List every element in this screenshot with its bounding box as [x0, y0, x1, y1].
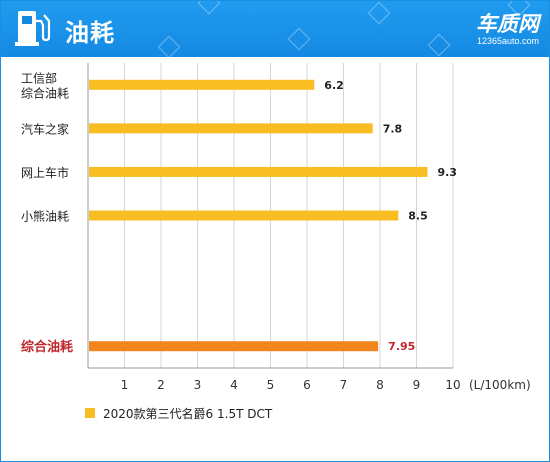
- category-label: 综合油耗: [21, 85, 69, 100]
- x-tick-label: 5: [267, 378, 275, 392]
- brand-url: 12365auto.com: [476, 36, 539, 46]
- decor-diamond: [157, 35, 181, 57]
- legend-swatch: [85, 408, 95, 418]
- x-tick-label: 2: [157, 378, 165, 392]
- legend-label: 2020款第三代名爵6 1.5T DCT: [103, 406, 273, 421]
- data-bar: [89, 341, 379, 352]
- decor-diamond: [427, 33, 451, 57]
- x-tick-label: 8: [376, 378, 384, 392]
- decor-diamond: [287, 27, 311, 51]
- category-label: 综合油耗: [21, 339, 73, 355]
- data-label: 8.5: [408, 210, 428, 223]
- x-tick-label: 3: [194, 378, 202, 392]
- category-label: 小熊油耗: [21, 209, 69, 224]
- data-label: 6.2: [324, 79, 344, 92]
- fuel-pump-icon: [15, 11, 51, 46]
- x-tick-label: 1: [121, 378, 129, 392]
- brand-name: 车质网: [476, 12, 539, 36]
- x-axis-unit: (L/100km): [469, 378, 531, 392]
- x-tick-label: 10: [445, 378, 460, 392]
- x-tick-label: 9: [413, 378, 421, 392]
- data-bar: [89, 79, 315, 90]
- decor-diamond: [197, 1, 221, 15]
- data-label: 9.3: [437, 166, 457, 179]
- x-tick-label: 7: [340, 378, 348, 392]
- header-bar: 油耗 车质网 12365auto.com: [1, 1, 549, 57]
- data-bar: [89, 166, 428, 177]
- decor-diamond: [367, 1, 391, 25]
- brand-logo: 车质网 12365auto.com: [476, 13, 539, 47]
- chart-legend: 2020款第三代名爵6 1.5T DCT: [85, 405, 272, 421]
- category-label: 网上车市: [21, 165, 69, 180]
- data-label: 7.95: [388, 340, 415, 353]
- x-tick-label: 4: [230, 378, 238, 392]
- category-label: 工信部: [21, 70, 57, 85]
- x-tick-label: 6: [303, 378, 311, 392]
- data-bar: [89, 210, 399, 221]
- data-label: 7.8: [383, 122, 403, 135]
- category-label: 汽车之家: [21, 121, 69, 136]
- page-title: 油耗: [65, 19, 115, 47]
- data-bar: [89, 123, 373, 134]
